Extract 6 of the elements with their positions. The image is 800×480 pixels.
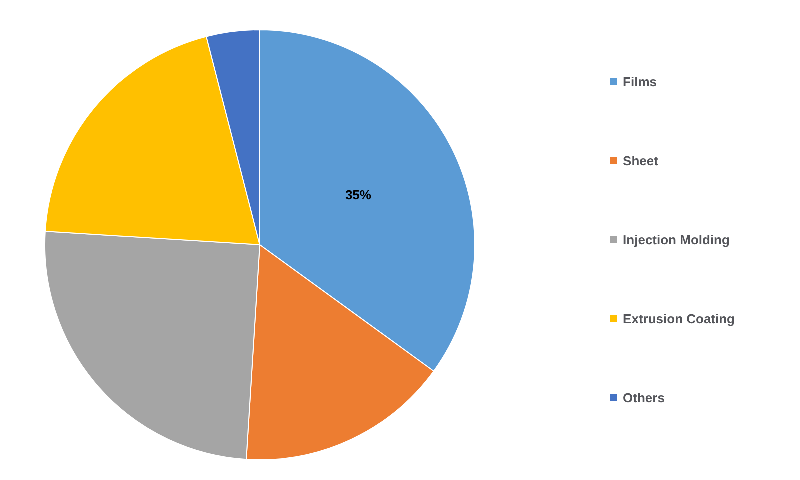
legend-label: Films xyxy=(623,74,658,90)
legend-label: Others xyxy=(623,390,665,406)
data-label: 35% xyxy=(345,187,372,202)
legend-label: Sheet xyxy=(623,154,660,168)
legend-label: Extrusion Coating xyxy=(623,312,736,326)
legend-label: Injection Molding xyxy=(623,232,730,248)
